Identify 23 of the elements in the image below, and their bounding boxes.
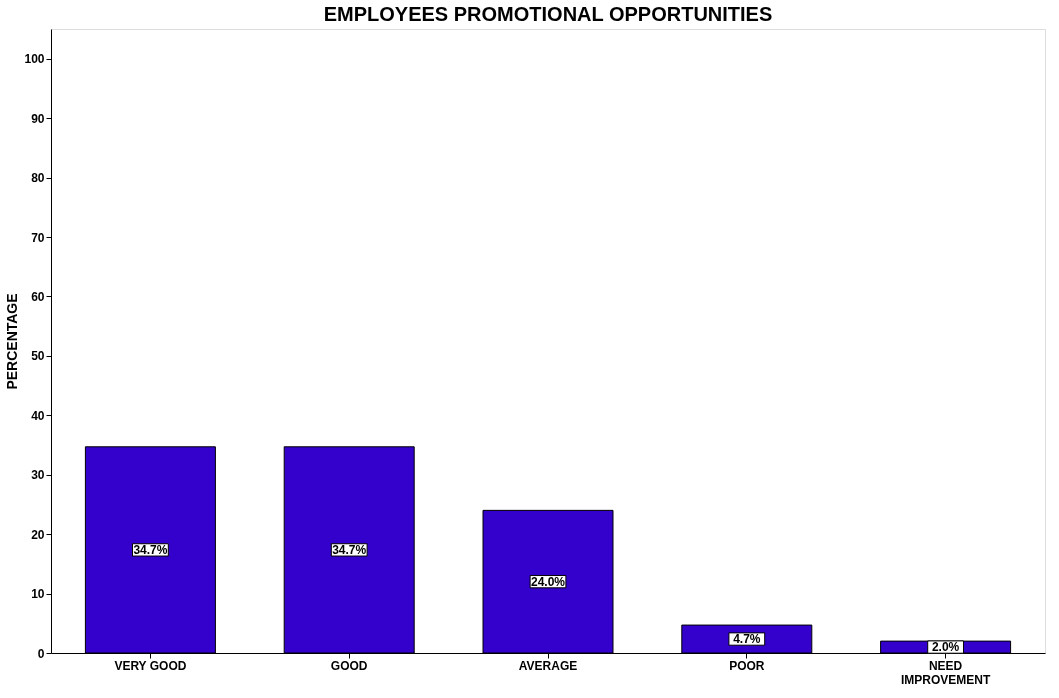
x-tick-label: POOR bbox=[729, 658, 765, 673]
y-tick-label: 90 bbox=[31, 111, 45, 126]
x-tick-label: NEED IMPROVEMENT bbox=[900, 658, 991, 687]
y-tick-label: 20 bbox=[31, 527, 45, 542]
y-tick-label: 30 bbox=[31, 468, 45, 483]
y-tick-label: 0 bbox=[37, 646, 45, 661]
y-tick-label: 40 bbox=[31, 408, 45, 423]
y-tick-label: 10 bbox=[31, 587, 45, 602]
x-tick-label: AVERAGE bbox=[518, 658, 578, 673]
chart-title: EMPLOYEES PROMOTIONAL OPPORTUNITIES bbox=[323, 3, 773, 25]
x-tick-label: GOOD bbox=[330, 658, 368, 673]
data-label: 34.7% bbox=[133, 542, 168, 557]
y-tick-label: 80 bbox=[31, 171, 45, 186]
y-axis-title: PERCENTAGE bbox=[4, 293, 21, 390]
x-tick-label: VERY GOOD bbox=[114, 658, 187, 673]
data-label: 2.0% bbox=[931, 640, 960, 655]
data-label: 4.7% bbox=[733, 632, 761, 647]
data-label: 24.0% bbox=[530, 574, 566, 589]
y-tick-label: 50 bbox=[31, 349, 45, 364]
data-label: 34.7% bbox=[332, 542, 367, 557]
y-tick-label: 60 bbox=[31, 289, 45, 304]
y-tick-label: 100 bbox=[24, 52, 45, 67]
y-tick-label: 70 bbox=[31, 230, 45, 245]
